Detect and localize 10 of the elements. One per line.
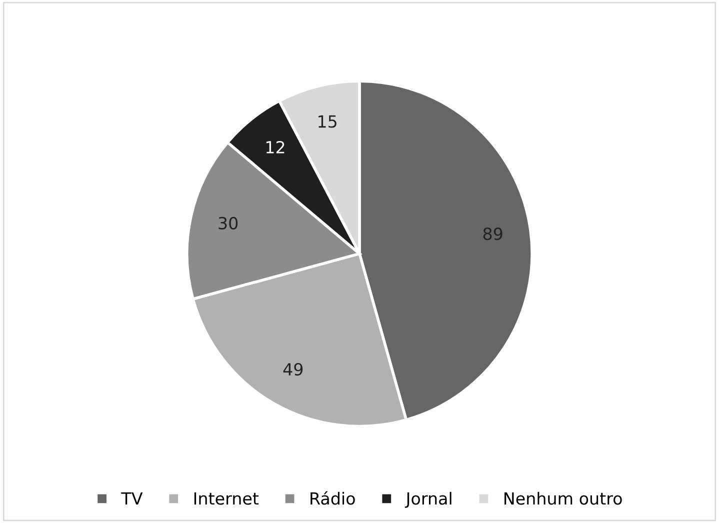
legend-label: Internet — [194, 492, 259, 505]
data-label: 12 — [266, 140, 284, 154]
legend-label: Jornal — [404, 492, 452, 508]
legend-label: TV — [121, 492, 143, 505]
legend-label: Rádio — [310, 491, 355, 505]
data-label: 30 — [218, 216, 238, 230]
data-label: 89 — [483, 228, 502, 240]
data-label: 49 — [283, 362, 303, 376]
data-label: 15 — [318, 115, 336, 128]
legend-label: Nenhum outro — [504, 492, 622, 505]
